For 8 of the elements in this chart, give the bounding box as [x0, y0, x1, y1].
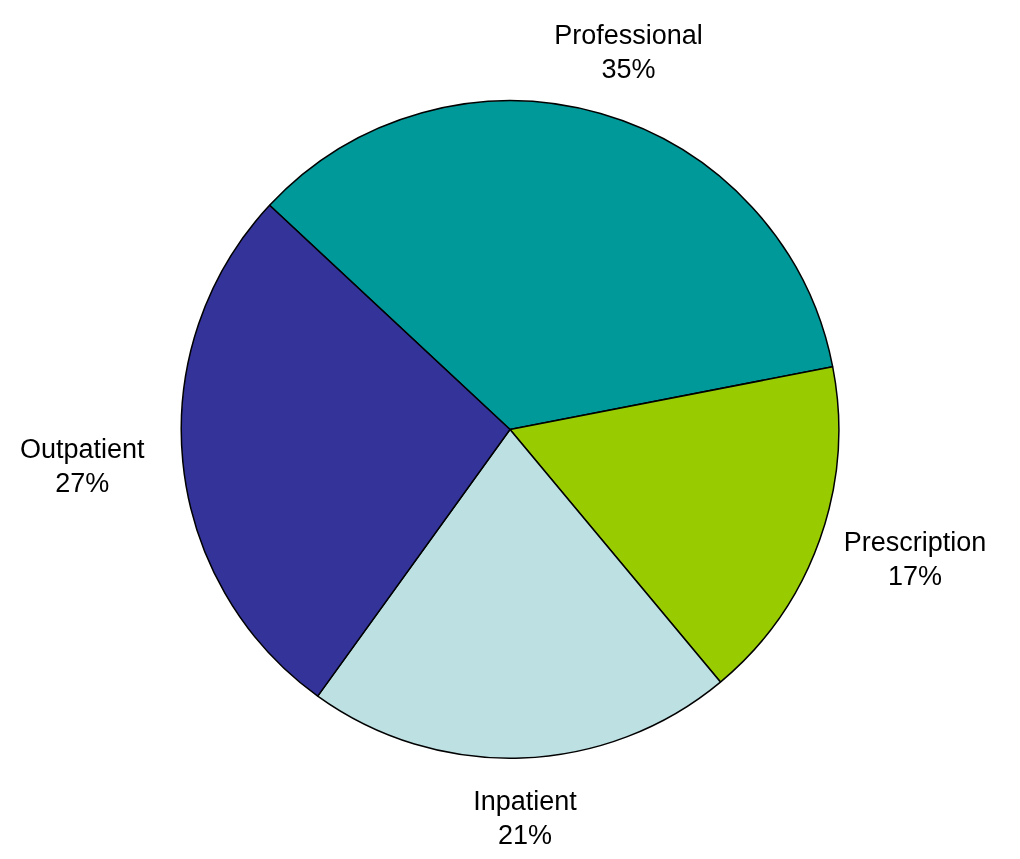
slice-label: Professional [554, 20, 703, 51]
data-label: 35% [601, 54, 656, 85]
data-label: 17% [887, 561, 942, 592]
slice-label: Outpatient [19, 434, 146, 465]
slice-label: Inpatient [473, 786, 578, 817]
slice-label: Prescription [843, 527, 987, 558]
data-label: 27% [55, 468, 110, 499]
data-label: 21% [497, 820, 553, 851]
